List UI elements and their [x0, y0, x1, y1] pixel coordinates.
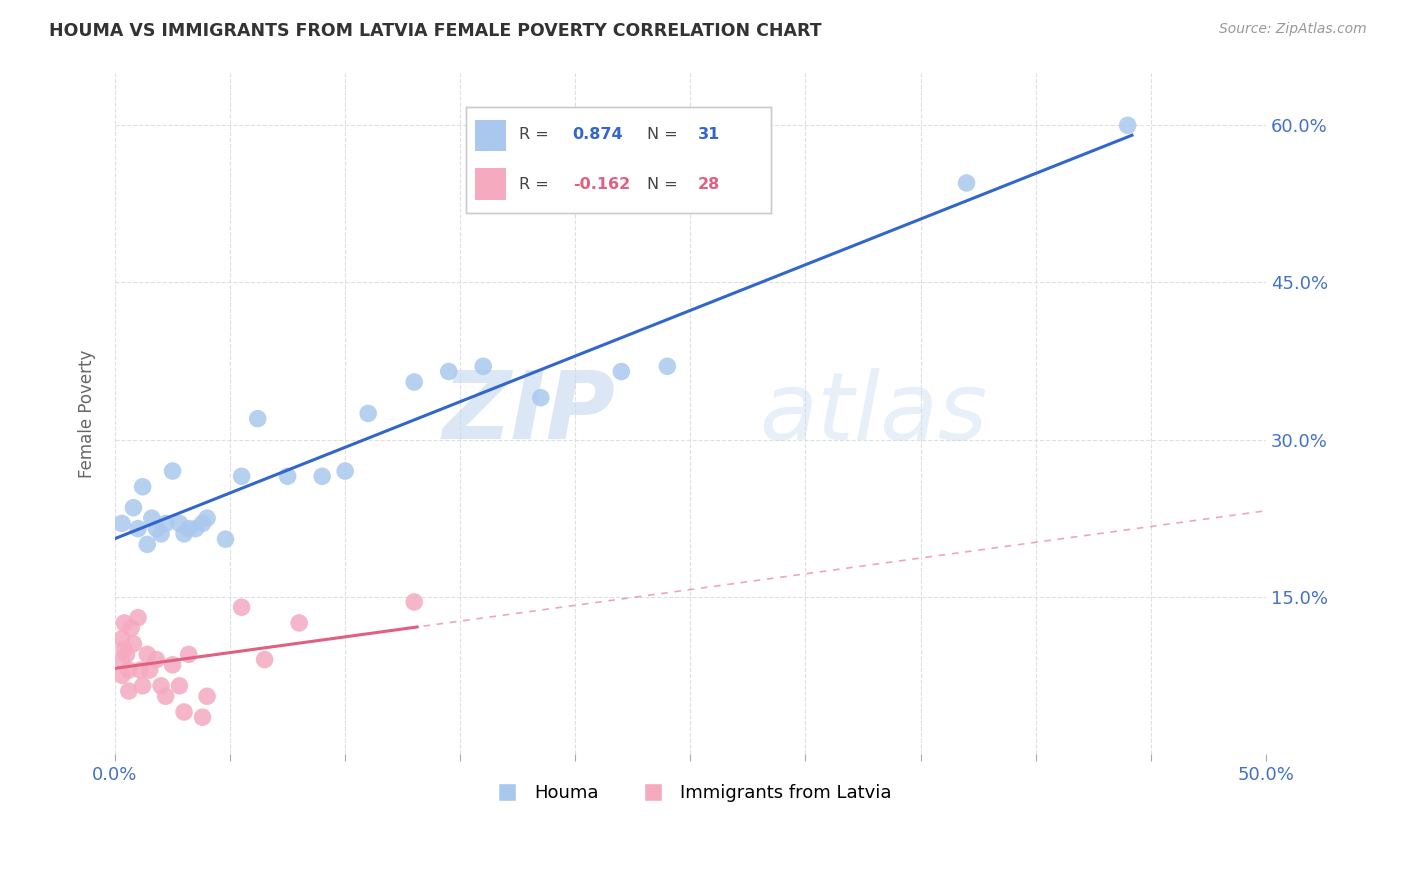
Point: [214, 532, 236, 546]
Text: HOUMA VS IMMIGRANTS FROM LATVIA FEMALE POVERTY CORRELATION CHART: HOUMA VS IMMIGRANTS FROM LATVIA FEMALE P…: [49, 22, 823, 40]
Point: [1116, 119, 1139, 133]
Point: [404, 595, 426, 609]
Point: [357, 406, 380, 420]
Point: [131, 480, 153, 494]
Point: [246, 411, 269, 425]
Point: [173, 527, 195, 541]
Point: [530, 391, 553, 405]
Point: [173, 705, 195, 719]
Point: [191, 710, 214, 724]
Point: [150, 527, 173, 541]
Point: [118, 684, 141, 698]
Point: [169, 679, 191, 693]
Point: [610, 365, 633, 379]
Point: [111, 652, 134, 666]
Point: [177, 648, 200, 662]
Point: [122, 637, 145, 651]
Point: [169, 516, 191, 531]
Point: [253, 652, 276, 666]
Point: [115, 648, 138, 662]
Point: [162, 464, 184, 478]
Point: [111, 668, 134, 682]
Point: [150, 679, 173, 693]
Point: [333, 464, 356, 478]
Point: [195, 511, 218, 525]
Point: [112, 642, 135, 657]
Text: ZIP: ZIP: [443, 368, 616, 459]
Point: [127, 610, 149, 624]
Point: [111, 632, 134, 646]
Point: [136, 537, 159, 551]
Point: [191, 516, 214, 531]
Point: [145, 652, 167, 666]
Point: [127, 522, 149, 536]
Legend: Houma, Immigrants from Latvia: Houma, Immigrants from Latvia: [482, 777, 898, 810]
Point: [155, 690, 177, 704]
Point: [129, 663, 152, 677]
Point: [288, 615, 311, 630]
Text: Source: ZipAtlas.com: Source: ZipAtlas.com: [1219, 22, 1367, 37]
Point: [955, 176, 977, 190]
Point: [195, 690, 218, 704]
Point: [184, 522, 207, 536]
Point: [404, 375, 426, 389]
Point: [437, 365, 460, 379]
Point: [138, 663, 160, 677]
Point: [231, 600, 253, 615]
Point: [162, 657, 184, 672]
Point: [120, 621, 142, 635]
Point: [277, 469, 299, 483]
Point: [141, 511, 163, 525]
Text: atlas: atlas: [759, 368, 987, 458]
Point: [177, 522, 200, 536]
Point: [145, 522, 167, 536]
Point: [231, 469, 253, 483]
Point: [122, 500, 145, 515]
Point: [311, 469, 333, 483]
Point: [131, 679, 153, 693]
Point: [472, 359, 495, 374]
Point: [155, 516, 177, 531]
Point: [136, 648, 159, 662]
Point: [112, 615, 135, 630]
Point: [111, 516, 134, 531]
Point: [118, 663, 141, 677]
Y-axis label: Female Poverty: Female Poverty: [79, 350, 96, 477]
Point: [657, 359, 679, 374]
